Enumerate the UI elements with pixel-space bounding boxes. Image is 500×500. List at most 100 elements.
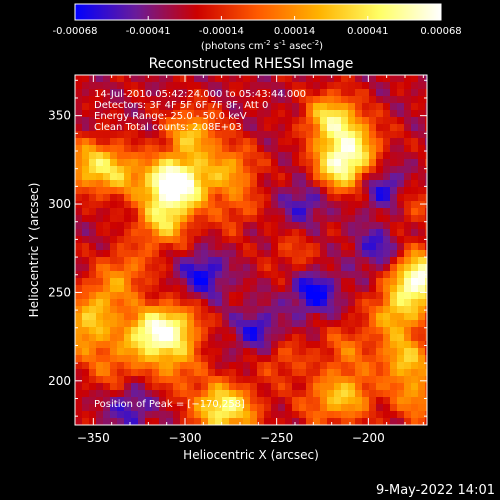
heatmap-cell	[159, 278, 167, 286]
heatmap-cell	[145, 229, 153, 237]
heatmap-cell	[320, 75, 328, 83]
heatmap-cell	[243, 355, 251, 363]
heatmap-cell	[89, 145, 97, 153]
heatmap-cell	[250, 131, 258, 139]
heatmap-cell	[243, 96, 251, 104]
heatmap-cell	[271, 124, 279, 132]
heatmap-cell	[418, 404, 426, 412]
heatmap-cell	[138, 383, 146, 391]
heatmap-cell	[194, 187, 202, 195]
heatmap-cell	[404, 348, 412, 356]
heatmap-cell	[110, 82, 118, 90]
heatmap-cell	[390, 383, 398, 391]
heatmap-cell	[201, 117, 209, 125]
heatmap-cell	[187, 229, 195, 237]
heatmap-cell	[369, 75, 377, 83]
heatmap-cell	[236, 110, 244, 118]
heatmap-cell	[278, 152, 286, 160]
heatmap-cell	[229, 236, 237, 244]
heatmap-cell	[320, 327, 328, 335]
heatmap-cell	[96, 404, 104, 412]
heatmap-cell	[390, 82, 398, 90]
heatmap-cell	[243, 376, 251, 384]
heatmap-cell	[320, 257, 328, 265]
annotation-time: 14-Jul-2010 05:42:24.000 to 05:43:44.000	[94, 89, 306, 100]
heatmap-cell	[96, 173, 104, 181]
heatmap-cell	[383, 334, 391, 342]
heatmap-cell	[145, 369, 153, 377]
heatmap-cell	[180, 306, 188, 314]
heatmap-cell	[250, 187, 258, 195]
heatmap-cell	[166, 257, 174, 265]
heatmap-cell	[250, 320, 258, 328]
heatmap-cell	[257, 341, 265, 349]
heatmap-cell	[383, 215, 391, 223]
heatmap-cell	[215, 229, 223, 237]
heatmap-cell	[376, 257, 384, 265]
heatmap-cell	[166, 341, 174, 349]
heatmap-cell	[82, 75, 90, 83]
heatmap-cell	[355, 124, 363, 132]
heatmap-cell	[201, 313, 209, 321]
heatmap-cell	[201, 250, 209, 258]
heatmap-cell	[145, 306, 153, 314]
heatmap-cell	[131, 306, 139, 314]
heatmap-cell	[82, 215, 90, 223]
heatmap-cell	[425, 173, 427, 181]
heatmap-cell	[369, 131, 377, 139]
heatmap-cell	[82, 201, 90, 209]
heatmap-cell	[313, 124, 321, 132]
heatmap-cell	[138, 103, 146, 111]
heatmap-cell	[376, 208, 384, 216]
heatmap-cell	[236, 243, 244, 251]
heatmap-cell	[159, 320, 167, 328]
heatmap-cell	[145, 138, 153, 146]
heatmap-cell	[292, 131, 300, 139]
heatmap-cell	[418, 194, 426, 202]
heatmap-cell	[208, 229, 216, 237]
heatmap-cell	[166, 75, 174, 83]
heatmap-cell	[355, 145, 363, 153]
heatmap-cell	[131, 138, 139, 146]
heatmap-cell	[250, 278, 258, 286]
heatmap-cell	[208, 348, 216, 356]
heatmap-cell	[299, 166, 307, 174]
heatmap-cell	[278, 229, 286, 237]
heatmap-cell	[215, 96, 223, 104]
heatmap-cell	[159, 96, 167, 104]
heatmap-cell	[103, 110, 111, 118]
heatmap-cell	[306, 131, 314, 139]
heatmap-cell	[313, 327, 321, 335]
heatmap-cell	[243, 313, 251, 321]
heatmap-cell	[110, 411, 118, 419]
heatmap-cell	[411, 208, 419, 216]
heatmap-cell	[124, 131, 132, 139]
heatmap-cell	[180, 89, 188, 97]
heatmap-cell	[369, 341, 377, 349]
heatmap-cell	[299, 404, 307, 412]
heatmap-cell	[243, 222, 251, 230]
heatmap-cell	[397, 166, 405, 174]
heatmap-cell	[257, 411, 265, 419]
heatmap-cell	[425, 124, 427, 132]
heatmap-cell	[257, 138, 265, 146]
heatmap-cell	[376, 404, 384, 412]
heatmap-cell	[236, 159, 244, 167]
heatmap-cell	[425, 285, 427, 293]
heatmap-cell	[334, 159, 342, 167]
heatmap-cell	[278, 250, 286, 258]
heatmap-cell	[369, 320, 377, 328]
heatmap-cell	[341, 271, 349, 279]
heatmap-cell	[257, 166, 265, 174]
heatmap-cell	[159, 390, 167, 398]
heatmap-cell	[313, 257, 321, 265]
heatmap-cell	[348, 362, 356, 370]
heatmap-cell	[75, 166, 83, 174]
heatmap-cell	[313, 278, 321, 286]
heatmap-cell	[285, 131, 293, 139]
heatmap-cell	[89, 173, 97, 181]
heatmap-cell	[96, 117, 104, 125]
heatmap-cell	[222, 159, 230, 167]
heatmap-cell	[110, 285, 118, 293]
heatmap-cell	[390, 397, 398, 405]
